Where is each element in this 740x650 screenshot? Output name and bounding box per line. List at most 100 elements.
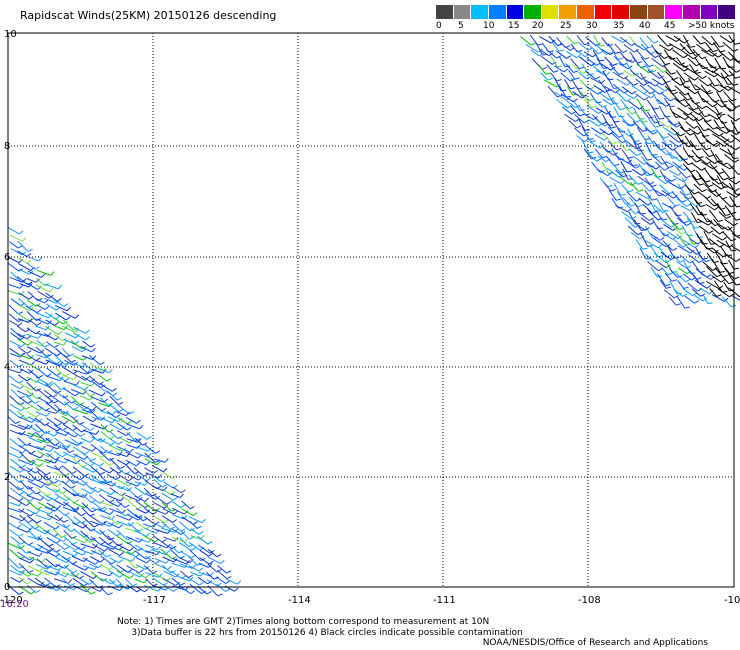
wind-barb <box>170 493 184 499</box>
wind-barb <box>82 340 96 348</box>
wind-barb <box>627 128 640 142</box>
wind-barb <box>27 299 41 307</box>
wind-barb <box>162 578 180 586</box>
wind-barb <box>663 223 678 231</box>
wind-barb <box>81 507 95 517</box>
wind-barb <box>91 543 109 552</box>
wind-barb <box>18 493 35 502</box>
wind-barb <box>635 49 650 60</box>
wind-barb <box>70 340 87 350</box>
wind-barb <box>584 99 597 109</box>
wind-barb <box>61 555 78 565</box>
wind-barb <box>621 86 637 95</box>
wind-barb <box>17 551 35 561</box>
legend-swatch <box>559 5 578 19</box>
wind-barb <box>27 500 43 510</box>
wind-barb <box>62 310 80 319</box>
wind-barb <box>161 515 178 523</box>
wind-barb <box>125 535 143 543</box>
wind-barb <box>53 299 69 307</box>
wind-barb <box>115 411 130 417</box>
x-tick-label: -108 <box>578 595 601 606</box>
wind-barb <box>681 50 698 60</box>
wind-barb <box>152 535 167 543</box>
wind-barb <box>64 439 82 446</box>
wind-barb <box>55 374 70 382</box>
wind-barb <box>731 295 740 301</box>
wind-barb <box>661 266 673 276</box>
wind-barb <box>706 105 723 116</box>
wind-barb <box>668 55 686 66</box>
wind-barb <box>126 565 144 574</box>
wind-barb <box>17 257 32 264</box>
wind-barb <box>656 98 671 107</box>
wind-barb <box>700 84 713 95</box>
wind-barb <box>556 37 571 49</box>
wind-barb <box>9 352 24 358</box>
wind-barb <box>53 417 69 425</box>
wind-barb <box>696 106 710 118</box>
wind-barb <box>144 507 158 515</box>
wind-barb <box>636 98 650 112</box>
wind-barb <box>9 403 26 412</box>
wind-barb <box>566 51 582 59</box>
wind-barb <box>171 507 189 515</box>
wind-barb <box>54 514 69 523</box>
wind-barb <box>551 41 564 52</box>
wind-barb <box>106 390 122 401</box>
y-tick-label: 4 <box>4 362 10 373</box>
wind-barb <box>26 584 41 594</box>
wind-barb <box>651 106 665 120</box>
wind-barb <box>593 84 610 93</box>
wind-barb <box>45 319 59 326</box>
credit-line: NOAA/NESDIS/Office of Research and Appli… <box>482 638 708 648</box>
wind-barb <box>655 84 670 92</box>
wind-barb <box>35 411 51 417</box>
wind-barb <box>615 90 631 102</box>
wind-barb <box>668 43 686 51</box>
wind-barb <box>598 91 615 101</box>
wind-barb <box>54 317 68 325</box>
wind-barb <box>711 182 726 190</box>
wind-barb <box>18 297 34 308</box>
wind-barb <box>107 535 123 547</box>
wind-barb <box>54 437 71 448</box>
grid-lines <box>7 32 735 588</box>
wind-barb <box>594 133 609 141</box>
wind-barb <box>153 542 171 549</box>
wind-barb <box>575 85 588 97</box>
wind-barb <box>655 210 668 221</box>
wind-barb <box>647 210 663 221</box>
wind-barb <box>644 189 658 201</box>
wind-barb <box>134 495 150 502</box>
wind-barb <box>44 311 61 320</box>
legend-swatch <box>506 5 525 19</box>
wind-barb <box>18 359 35 366</box>
wind-barb <box>35 376 53 386</box>
wind-barb <box>8 481 24 491</box>
wind-barb <box>632 121 648 133</box>
wind-barb <box>728 259 739 270</box>
wind-barb <box>152 508 170 515</box>
wind-barb <box>27 368 44 379</box>
wind-barb <box>109 438 123 445</box>
x-tick-label: -117 <box>143 595 166 606</box>
wind-barb <box>578 119 590 131</box>
wind-barb <box>97 571 114 577</box>
wind-barb <box>658 55 671 66</box>
wind-barb <box>683 196 701 207</box>
wind-barb <box>709 84 724 93</box>
wind-barb <box>53 450 67 458</box>
wind-barb <box>538 48 554 57</box>
wind-barb <box>10 327 26 338</box>
wind-barb <box>708 50 723 58</box>
wind-barb <box>588 153 602 162</box>
wind-barb <box>690 100 707 110</box>
wind-barb <box>10 383 25 390</box>
wind-barb <box>676 217 692 226</box>
wind-barb <box>116 430 131 437</box>
wind-barb <box>26 515 42 524</box>
wind-barb <box>99 487 115 496</box>
wind-barb <box>671 254 686 263</box>
wind-barb <box>116 570 134 579</box>
